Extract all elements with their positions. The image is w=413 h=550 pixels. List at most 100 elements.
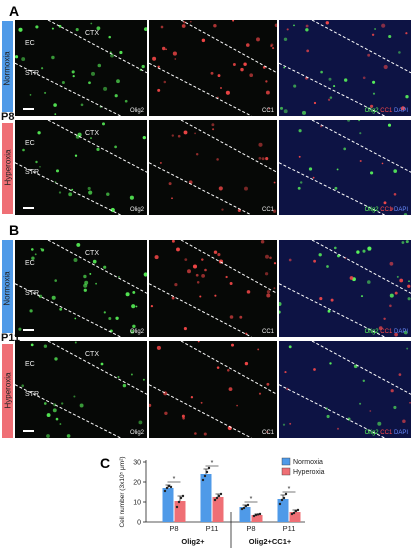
marker-label-cc1: CC1: [261, 329, 274, 335]
cell-signal: [272, 209, 277, 213]
cell-signal: [405, 32, 408, 35]
cell-signal: [388, 34, 392, 39]
cell-signal: [305, 24, 309, 28]
cell-signal: [359, 402, 362, 405]
cell-signal: [51, 55, 55, 60]
cell-signal: [393, 169, 398, 173]
cell-signal: [150, 304, 154, 308]
cell-signal: [330, 298, 334, 302]
cell-signal: [135, 305, 138, 308]
marker-legend-merge: Olig2 CC1 DAPI: [365, 108, 408, 114]
cell-signal: [190, 396, 194, 399]
cell-signal: [101, 122, 106, 126]
cell-signal: [344, 78, 348, 82]
cell-signal: [73, 258, 78, 262]
data-point: [167, 484, 171, 488]
cell-signal: [51, 27, 54, 30]
fluorescence-image: [279, 341, 411, 438]
marker-label-cc1: CC1: [261, 207, 274, 213]
boundary-line-ec-str: [149, 384, 252, 438]
cell-signal: [398, 51, 401, 54]
category-label: P8: [246, 524, 255, 533]
cell-signal: [228, 387, 233, 392]
cell-signal: [370, 171, 374, 175]
marker-label-cc1: CC1: [380, 207, 393, 213]
cell-signal: [249, 73, 254, 78]
micrograph-p8-hyperoxia-cc1: CC1: [149, 120, 277, 215]
data-point: [175, 505, 179, 509]
boundary-line-ec-ctx: [47, 20, 147, 74]
cell-signal: [54, 279, 57, 282]
cell-signal: [59, 423, 62, 425]
cell-signal: [266, 382, 270, 386]
micrograph-p8-normoxia-cc1: CC1: [149, 20, 277, 116]
group-label-olig2: Olig2+: [181, 537, 205, 546]
cell-signal: [327, 309, 331, 313]
cell-signal: [362, 249, 366, 253]
y-axis-label: Cell number (3x10⁵ μm²): [119, 456, 126, 527]
data-point: [205, 470, 209, 474]
marker-label-dapi: DAPI: [393, 430, 408, 436]
cell-signal: [232, 20, 235, 22]
boundary-line-ec-str: [149, 62, 252, 116]
micrograph-p8-normoxia-merge: Olig2 CC1 DAPI: [279, 20, 411, 116]
cell-signal: [270, 45, 273, 48]
cell-signal: [171, 197, 173, 200]
boundary-line-ec-ctx: [180, 341, 277, 395]
fluorescence-image: [15, 20, 147, 116]
cell-signal: [336, 427, 340, 430]
cell-signal: [326, 265, 329, 268]
cell-signal: [225, 275, 228, 279]
cell-signal: [260, 240, 265, 244]
bar-normoxia: [239, 507, 251, 522]
cell-signal: [336, 168, 339, 171]
cell-signal: [221, 208, 224, 211]
bar-normoxia: [162, 488, 174, 522]
cell-signal: [306, 49, 310, 53]
condition-bar-hyperoxia: Hyperoxia: [2, 342, 13, 438]
data-point: [215, 496, 219, 500]
cell-signal: [239, 315, 243, 319]
boundary-line-ec-ctx: [47, 120, 147, 173]
marker-legend-merge: Olig2 CC1 DAPI: [365, 207, 408, 213]
fluorescence-image: [15, 341, 147, 438]
cell-signal: [367, 53, 371, 57]
marker-label-dapi: DAPI: [393, 108, 408, 114]
cell-signal: [171, 240, 175, 243]
cell-signal: [393, 193, 397, 196]
condition-bar-normoxia: Normoxia: [2, 21, 13, 115]
cell-signal: [152, 56, 157, 61]
cell-signal: [132, 290, 136, 294]
cell-signal: [61, 402, 64, 405]
cell-signal: [320, 70, 323, 74]
cell-signal: [286, 28, 289, 31]
boundary-line-ec-ctx: [47, 341, 147, 395]
cell-signal: [97, 63, 102, 68]
marker-label-cc1: CC1: [380, 108, 393, 114]
cell-signal: [408, 280, 410, 283]
cell-signal: [367, 246, 372, 251]
fluorescence-image: [149, 20, 277, 116]
cell-signal: [401, 241, 405, 244]
cell-signal: [372, 80, 376, 84]
cell-signal: [236, 404, 238, 407]
cell-signal: [273, 262, 277, 265]
cell-signal: [406, 347, 409, 350]
fluorescence-image: [279, 20, 411, 116]
cell-signal: [76, 242, 81, 247]
cell-signal: [117, 275, 121, 278]
cell-signal: [143, 27, 147, 32]
cell-signal: [394, 332, 398, 337]
cell-signal: [131, 304, 136, 309]
cell-signal: [108, 35, 111, 39]
cell-signal: [279, 106, 284, 110]
cell-signal: [265, 80, 268, 83]
cell-signal: [272, 47, 275, 50]
cell-signal: [88, 81, 91, 85]
dapi-background: [279, 120, 411, 215]
cell-signal: [77, 132, 82, 137]
cell-signal: [110, 53, 114, 58]
cell-signal: [15, 55, 19, 59]
cell-signal: [407, 284, 411, 288]
dapi-background: [279, 20, 411, 116]
